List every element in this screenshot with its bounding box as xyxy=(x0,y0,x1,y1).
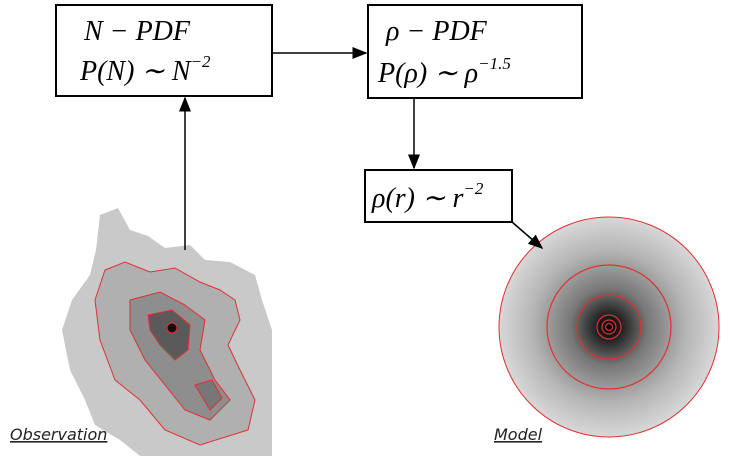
formula-main: P(N) ∼ N xyxy=(79,56,192,87)
node-formula: P(ρ) ∼ ρ−1.5 xyxy=(377,54,511,89)
node-title: ρ − PDF xyxy=(385,16,488,47)
arrow xyxy=(511,221,544,249)
observation-caption: Observation xyxy=(10,425,107,444)
box-rho-pdf xyxy=(367,4,583,99)
box-n-pdf xyxy=(55,4,273,97)
formula-main: ρ(r) ∼ r xyxy=(371,183,463,214)
observation-image xyxy=(62,208,272,456)
box-density-profile xyxy=(364,169,513,223)
formula-exponent: −1.5 xyxy=(478,54,511,73)
node-formula: ρ(r) ∼ r−2 xyxy=(371,179,484,214)
node-title: N − PDF xyxy=(83,16,191,47)
formula-exponent: −2 xyxy=(191,52,211,71)
formula-main: P(ρ) ∼ ρ xyxy=(377,58,478,89)
formula-exponent: −2 xyxy=(463,179,483,198)
node-formula: P(N) ∼ N−2 xyxy=(79,52,211,87)
model-caption: Model xyxy=(494,425,543,444)
model-image xyxy=(498,216,720,438)
